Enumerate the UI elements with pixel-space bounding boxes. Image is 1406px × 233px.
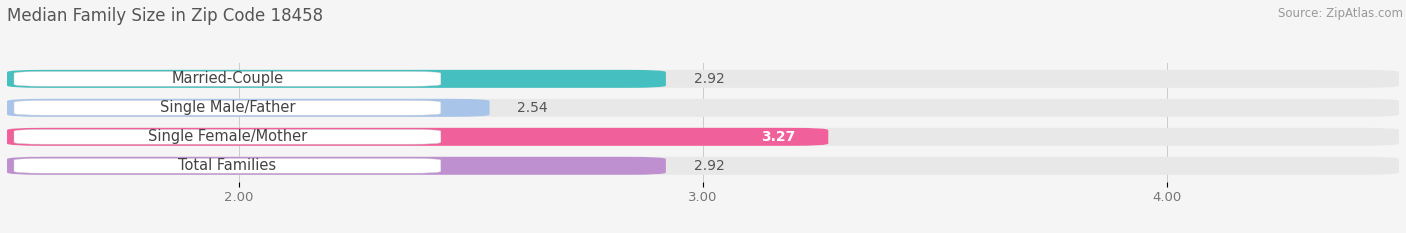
FancyBboxPatch shape bbox=[14, 72, 441, 86]
FancyBboxPatch shape bbox=[7, 99, 1399, 117]
Text: 2.92: 2.92 bbox=[693, 72, 724, 86]
Text: Single Female/Mother: Single Female/Mother bbox=[148, 129, 307, 144]
Text: Total Families: Total Families bbox=[179, 158, 277, 173]
FancyBboxPatch shape bbox=[7, 99, 489, 117]
FancyBboxPatch shape bbox=[7, 157, 1399, 175]
Text: Median Family Size in Zip Code 18458: Median Family Size in Zip Code 18458 bbox=[7, 7, 323, 25]
Text: 3.27: 3.27 bbox=[762, 130, 796, 144]
FancyBboxPatch shape bbox=[7, 70, 666, 88]
FancyBboxPatch shape bbox=[7, 157, 666, 175]
FancyBboxPatch shape bbox=[14, 158, 441, 173]
FancyBboxPatch shape bbox=[7, 128, 1399, 146]
FancyBboxPatch shape bbox=[14, 130, 441, 144]
Text: 2.54: 2.54 bbox=[517, 101, 548, 115]
Text: 2.92: 2.92 bbox=[693, 159, 724, 173]
Text: Married-Couple: Married-Couple bbox=[172, 71, 284, 86]
FancyBboxPatch shape bbox=[7, 70, 1399, 88]
FancyBboxPatch shape bbox=[14, 100, 441, 115]
Text: Source: ZipAtlas.com: Source: ZipAtlas.com bbox=[1278, 7, 1403, 20]
FancyBboxPatch shape bbox=[7, 128, 828, 146]
Text: Single Male/Father: Single Male/Father bbox=[160, 100, 295, 115]
